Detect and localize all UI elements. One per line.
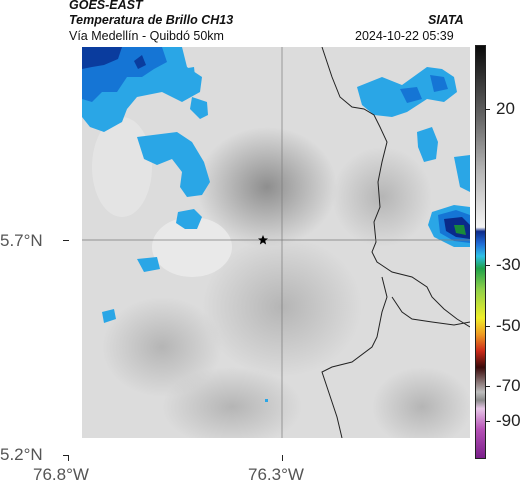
deep-convection-e (428, 205, 470, 247)
satellite-title: GOES-EAST (69, 0, 143, 12)
datetime-label: 2024-10-22 05:39 (355, 29, 454, 43)
lat-tick-mark (63, 240, 69, 241)
cold-cloud-top-ne (357, 67, 470, 192)
agency-label: SIATA (428, 13, 464, 27)
route-subtitle: Vía Medellín - Quibdó 50km (69, 29, 224, 43)
country-border (321, 47, 470, 438)
lon-tick-mark (68, 455, 69, 461)
colorbar-tick-label: -50 (496, 316, 521, 335)
product-title: Temperatura de Brillo CH13 (69, 13, 234, 27)
colorbar-tick-mark (486, 326, 490, 327)
colorbar-tick-mark (486, 109, 490, 110)
lon-tick-mark (282, 455, 283, 461)
colorbar-tick-mark (486, 386, 490, 387)
colorbar-tick-label: 20 (496, 99, 515, 118)
lat-tick-mark (63, 455, 69, 456)
colorbar-tick-mark (486, 265, 490, 266)
colorbar (475, 45, 486, 459)
brightness-temperature-map (82, 47, 470, 438)
lon-tick-label: 76.8°W (33, 465, 89, 484)
cold-cloud-top-nw (82, 47, 208, 132)
colorbar-tick-mark (486, 421, 490, 422)
lat-tick-label: 5.7°N (0, 231, 43, 250)
colorbar-tick-label: -70 (496, 376, 521, 395)
star-icon (258, 235, 268, 245)
colorbar-tick-label: -30 (496, 255, 521, 274)
cold-cloud-top-w (102, 132, 210, 323)
lon-tick-label: 76.3°W (248, 465, 304, 484)
lat-tick-label: 5.2°N (0, 445, 43, 464)
colorbar-tick-label: -90 (496, 411, 521, 430)
